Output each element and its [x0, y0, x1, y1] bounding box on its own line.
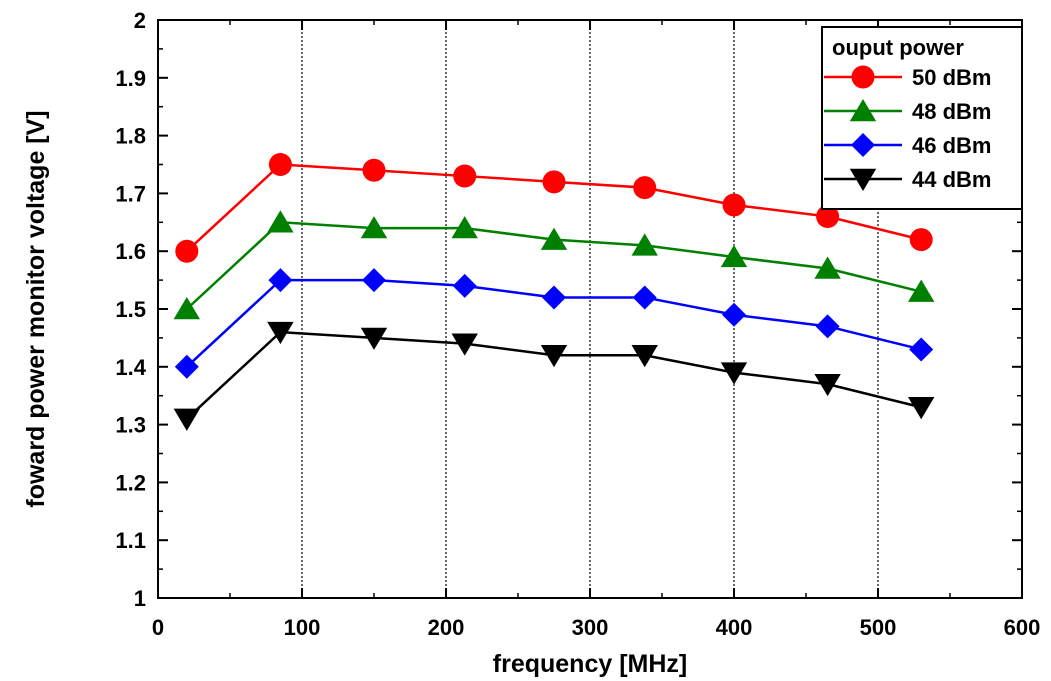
- data-point-44-dbm: [540, 345, 568, 368]
- data-point-50-dbm: [722, 193, 746, 217]
- data-point-46-dbm: [815, 314, 840, 339]
- data-point-48-dbm: [631, 233, 658, 256]
- data-point-44-dbm: [720, 362, 748, 385]
- data-point-50-dbm: [362, 158, 386, 182]
- axis-ticks: 1 1.1 1.2 1.3 1.4 1.5 1.6 1.7 1.8 1.9 2 0 100 200 300 4…: [115, 8, 1040, 640]
- x-tick-label: 500: [860, 615, 897, 640]
- x-axis-title: frequency [MHz]: [493, 650, 687, 678]
- legend-label: 48 dBm: [912, 99, 991, 124]
- series-46-dbm: [174, 268, 934, 379]
- legend-item-48-dbm: 48 dBm: [824, 99, 991, 124]
- x-tick-label: 400: [716, 615, 753, 640]
- data-point-46-dbm: [722, 302, 746, 327]
- data-point-46-dbm: [452, 273, 477, 298]
- y-tick-label: 1.6: [115, 239, 146, 264]
- data-point-48-dbm: [908, 279, 935, 302]
- grid-lines: [301, 20, 879, 598]
- data-series: [173, 153, 935, 431]
- legend-items: 50 dBm 48 dBm 46 dBm 44 dBm: [824, 65, 991, 192]
- x-tick-label: 600: [1004, 615, 1041, 640]
- legend-swatch-marker: [851, 65, 875, 89]
- legend-title: ouput power: [832, 35, 964, 60]
- legend-swatch-marker: [851, 133, 875, 157]
- legend-item-50-dbm: 50 dBm: [824, 65, 991, 90]
- y-tick-label: 1: [134, 586, 146, 611]
- legend-item-44-dbm: 44 dBm: [824, 167, 991, 192]
- legend-label: 44 dBm: [912, 167, 991, 192]
- data-point-48-dbm: [814, 256, 841, 279]
- data-point-48-dbm: [540, 227, 568, 250]
- x-tick-label: 100: [284, 615, 321, 640]
- y-tick-label: 1.9: [115, 66, 146, 91]
- data-point-46-dbm: [632, 285, 657, 310]
- data-point-44-dbm: [814, 373, 841, 397]
- y-tick-label: 1.4: [115, 355, 146, 380]
- series-50-dbm: [175, 153, 933, 263]
- data-point-48-dbm: [451, 216, 478, 239]
- data-point-46-dbm: [362, 268, 386, 293]
- data-point-50-dbm: [453, 164, 477, 188]
- legend-item-46-dbm: 46 dBm: [824, 133, 991, 158]
- data-point-48-dbm: [267, 210, 294, 233]
- data-point-46-dbm: [909, 337, 934, 362]
- data-point-46-dbm: [174, 354, 199, 379]
- data-point-50-dbm: [542, 170, 566, 194]
- data-point-44-dbm: [360, 327, 388, 350]
- data-point-44-dbm: [267, 321, 294, 345]
- y-axis-title: foward power monitor voltage [V]: [22, 110, 50, 507]
- data-point-44-dbm: [631, 345, 658, 368]
- data-point-50-dbm: [633, 176, 657, 200]
- legend-swatch-marker: [849, 99, 877, 122]
- data-point-50-dbm: [909, 228, 933, 252]
- y-tick-label: 1.7: [115, 181, 146, 206]
- data-point-44-dbm: [908, 397, 935, 420]
- x-tick-label: 300: [572, 615, 609, 640]
- data-point-48-dbm: [360, 216, 388, 239]
- y-tick-label: 1.1: [115, 528, 146, 553]
- data-point-48-dbm: [720, 244, 748, 268]
- legend-swatch-marker: [849, 168, 877, 191]
- y-tick-label: 1.8: [115, 124, 146, 149]
- series-44-dbm: [173, 321, 935, 431]
- data-point-46-dbm: [268, 268, 293, 293]
- data-point-50-dbm: [816, 205, 840, 229]
- data-point-46-dbm: [542, 285, 566, 310]
- x-tick-label: 0: [152, 615, 164, 640]
- y-tick-label: 1.5: [115, 297, 146, 322]
- y-tick-label: 1.3: [115, 413, 146, 438]
- series-48-dbm: [173, 210, 935, 320]
- y-tick-label: 2: [134, 8, 146, 33]
- data-point-50-dbm: [268, 153, 292, 176]
- data-point-44-dbm: [173, 408, 200, 431]
- legend-label: 50 dBm: [912, 65, 991, 90]
- data-point-44-dbm: [451, 333, 478, 356]
- data-point-48-dbm: [173, 297, 200, 320]
- legend-label: 46 dBm: [912, 133, 991, 158]
- x-tick-label: 200: [428, 615, 465, 640]
- legend: ouput power 50 dBm 48 dBm 46 dBm 44 dBm: [821, 26, 1023, 210]
- y-tick-label: 1.2: [115, 470, 146, 495]
- data-point-50-dbm: [175, 239, 199, 263]
